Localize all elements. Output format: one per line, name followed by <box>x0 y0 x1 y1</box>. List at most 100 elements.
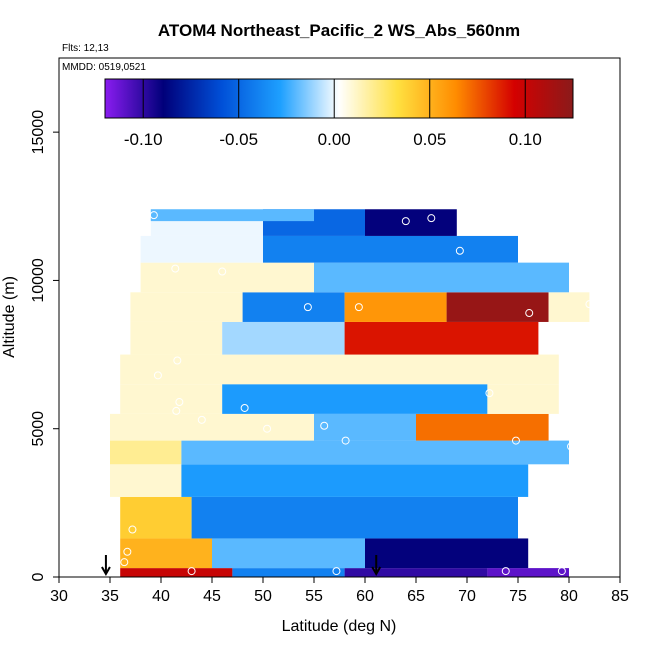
sample-points <box>120 211 594 576</box>
chart-title: ATOM4 Northeast_Pacific_2 WS_Abs_560nm <box>158 21 520 40</box>
sample-point <box>218 267 227 276</box>
sample-point <box>123 547 132 556</box>
x-axis: 30 35 40 45 50 55 60 65 70 75 80 85 <box>50 577 629 605</box>
sample-point <box>240 403 249 412</box>
flight-arrow-head <box>101 566 111 577</box>
y-tick-label: 15000 <box>30 110 47 155</box>
x-tick-label: 65 <box>407 588 425 605</box>
heatmap-cell <box>140 262 314 293</box>
sample-point <box>120 558 129 567</box>
x-tick-label: 35 <box>101 588 119 605</box>
heatmap-cell <box>110 413 314 441</box>
heatmap-cell <box>110 440 182 465</box>
sample-point <box>171 264 180 273</box>
y-tick-label: 0 <box>30 572 47 581</box>
heatmap-cell <box>222 321 345 355</box>
x-tick-label: 85 <box>611 588 629 605</box>
sample-point <box>585 300 594 309</box>
colorbar-tick-label: -0.10 <box>124 130 163 149</box>
sample-point <box>557 567 566 576</box>
x-tick-label: 60 <box>356 588 374 605</box>
heatmap-cell <box>314 262 569 293</box>
y-tick-label: 10000 <box>30 258 47 303</box>
sample-point <box>149 211 158 220</box>
heatmap-cell <box>232 568 345 577</box>
heatmap-cell <box>314 413 416 441</box>
heatmap-cell <box>446 292 549 322</box>
sample-point <box>172 406 181 415</box>
sample-point <box>401 217 410 226</box>
flight-arrow-head <box>371 566 382 577</box>
sample-point <box>341 436 350 445</box>
sample-point <box>427 214 436 223</box>
heatmap-cell <box>120 538 212 569</box>
sample-point <box>128 525 137 534</box>
heatmap-cell <box>110 464 182 497</box>
sample-point <box>187 567 196 576</box>
plot-frame <box>58 57 621 578</box>
sample-point <box>175 398 184 407</box>
x-tick-label: 40 <box>152 588 170 605</box>
heatmap-cell <box>365 538 529 569</box>
colorbar-tick-label: 0.05 <box>413 130 446 149</box>
sample-point <box>320 421 329 430</box>
sample-point <box>153 371 162 380</box>
dates-label: MMDD: 0519,0521 <box>62 62 146 73</box>
heatmap-cell <box>140 235 263 263</box>
colorbar-tick-label: 0.10 <box>509 130 542 149</box>
heatmap-cell <box>548 292 590 322</box>
sample-point <box>173 356 182 365</box>
sample-point <box>511 436 520 445</box>
heatmap-cell <box>212 538 365 569</box>
heatmap-cell <box>120 354 559 385</box>
heatmap-cell <box>120 568 233 577</box>
colorbar: -0.10 -0.05 0.00 0.05 0.10 <box>104 78 574 149</box>
flights-label: Flts: 12,13 <box>62 43 109 54</box>
heatmap-cell <box>191 496 518 539</box>
heatmap-cell <box>130 292 243 322</box>
heatmap-cell <box>263 235 518 263</box>
sample-point <box>567 442 576 451</box>
heatmap-cell <box>242 292 345 322</box>
sample-point <box>303 303 312 312</box>
x-tick-label: 30 <box>50 588 68 605</box>
heatmap-cell <box>487 384 559 414</box>
heatmap-cell <box>120 384 223 414</box>
sample-point <box>485 389 494 398</box>
x-tick-label: 80 <box>560 588 578 605</box>
heatmap-cells <box>110 209 590 577</box>
heatmap-cell <box>130 321 223 355</box>
x-tick-label: 45 <box>203 588 221 605</box>
colorbar-tick-label: 0.00 <box>318 130 351 149</box>
sample-point <box>197 415 206 424</box>
heatmap-cell <box>344 292 447 322</box>
heatmap-cell <box>222 384 488 414</box>
x-tick-label: 55 <box>305 588 323 605</box>
y-tick-label: 5000 <box>30 411 47 447</box>
sample-point <box>525 309 534 318</box>
heatmap-cell <box>344 568 488 577</box>
heatmap-cell <box>181 464 529 497</box>
sample-point <box>501 567 510 576</box>
heatmap-cell <box>365 209 457 236</box>
heatmap-cell <box>344 321 539 355</box>
x-tick-label: 70 <box>458 588 476 605</box>
heatmap-cell <box>416 413 549 441</box>
heatmap-cell <box>181 440 569 465</box>
heatmap-cell <box>150 209 314 222</box>
colorbar-tick-label: -0.05 <box>219 130 258 149</box>
x-tick-label: 50 <box>254 588 272 605</box>
sample-point <box>455 246 464 255</box>
x-axis-label: Latitude (deg N) <box>282 618 397 635</box>
y-axis-label: Altitude (m) <box>1 276 18 358</box>
flight-arrows <box>101 555 382 577</box>
sample-point <box>332 567 341 576</box>
heatmap-cell <box>487 568 569 577</box>
heatmap-cell <box>120 496 192 539</box>
sample-point <box>263 424 272 433</box>
x-tick-label: 75 <box>509 588 527 605</box>
sample-point <box>354 303 363 312</box>
colorbar-gradient <box>104 78 574 119</box>
y-axis: 0 5000 10000 15000 <box>30 110 59 581</box>
